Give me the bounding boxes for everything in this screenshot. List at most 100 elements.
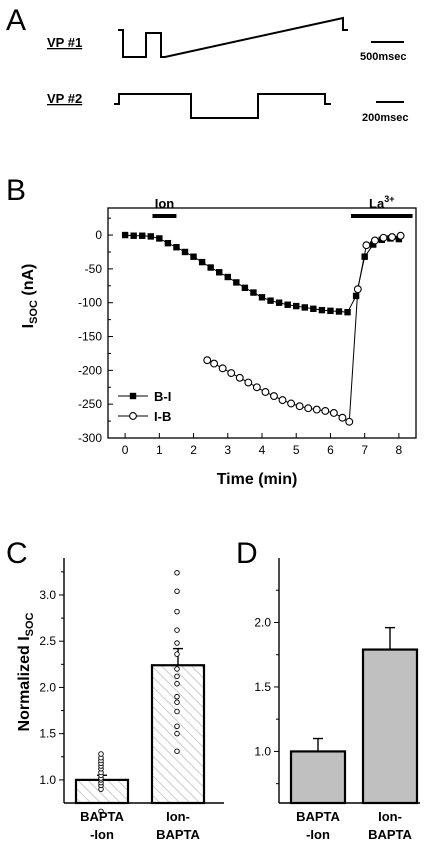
panel-b-point-B-I [139, 232, 146, 239]
panel-b-point-I-B [321, 406, 330, 415]
panel-b-y-tick-label: -50 [85, 262, 103, 276]
panel-c-data-point [98, 751, 104, 757]
panel-b-point-B-I [327, 307, 334, 315]
panel-b-x-tick-label: 2 [190, 443, 197, 457]
panel-c-data-point [174, 651, 180, 657]
panel-c-y-tick-label: 3.0 [39, 588, 56, 602]
panel-b-point-B-I [216, 269, 223, 276]
panel-c-data-point [174, 570, 180, 576]
vp1-scale-label: 500msec [360, 51, 407, 63]
panel-b-x-tick-label: 4 [259, 443, 266, 457]
panel-b-legend-label: B-I [154, 389, 171, 404]
panel-b-x-tick-label: 0 [122, 443, 129, 457]
panel-b-point-I-B [218, 364, 227, 373]
panel-c-data-point [174, 730, 180, 737]
panel-b-point-I-B [379, 233, 388, 242]
panel-b-y-axis-title: ISOC (nA) [20, 264, 40, 329]
panel-b-point-I-B [287, 399, 296, 408]
panel-b-point-B-I [258, 294, 266, 301]
panel-d-category-label: BAPTA [296, 809, 340, 824]
vp1-label: VP #1 [47, 35, 82, 50]
panel-b-point-I-B [261, 388, 270, 396]
panel-b-series-line-I-B [207, 235, 401, 423]
panel-b-series-line-B-I [125, 234, 399, 313]
panel-b: 0 1 2 3 4 5 6 7 8 0 -50 -100 -150 -200 -250 -300 Ion La3… [20, 194, 417, 488]
panel-c-category-label: BAPTA [80, 809, 124, 824]
panel-b-point-I-B [270, 392, 278, 401]
panel-b-point-B-I [241, 284, 249, 292]
panel-b-point-I-B [203, 356, 212, 365]
panel-b-point-I-B [362, 241, 371, 250]
panel-b-legend-label: I-B [154, 409, 171, 424]
panel-c-category-label: -Ion [90, 827, 114, 842]
panel-b-point-B-I [156, 235, 163, 242]
panel-b-point-B-I [250, 289, 257, 296]
panel-d-y-tick-label: 1.5 [254, 680, 271, 694]
panel-b-point-B-I [181, 248, 189, 256]
panel-a: VP #1 500msec VP #2 200msec [47, 16, 409, 124]
panel-b-treatment-label: Ion [155, 196, 175, 211]
panel-b-point-B-I [267, 297, 274, 304]
panel-c-category-label: BAPTA [156, 827, 200, 842]
panel-b-x-tick-label: 5 [293, 443, 300, 457]
panel-b-point-I-B [295, 402, 304, 411]
panel-b-point-I-B [227, 369, 236, 378]
panel-b-x-tick-label: 1 [156, 443, 163, 457]
panel-b-point-B-I [344, 308, 351, 316]
panel-b-point-I-B [345, 417, 354, 426]
panel-b-point-I-B [304, 404, 313, 413]
panel-c-data-point [174, 640, 180, 646]
panel-b-point-B-I [370, 241, 377, 248]
panel-b-point-I-B [235, 373, 244, 382]
panel-c-data-point [174, 693, 180, 700]
panel-b-point-B-I [293, 302, 300, 310]
panel-letter-c: C [6, 537, 28, 570]
panel-b-point-B-I [301, 304, 308, 311]
panel-b-x-axis-title: Time (min) [217, 471, 298, 488]
panel-b-y-tick-label: -200 [78, 363, 102, 377]
panel-b-point-B-I [164, 239, 172, 247]
panel-b-point-I-B [353, 285, 362, 294]
panel-c-data-point [174, 699, 180, 705]
panel-b-y-tick-label: -150 [78, 330, 102, 344]
panel-c-y-tick-label: 1.5 [39, 727, 56, 741]
panel-c-data-point [174, 627, 180, 633]
panel-letter-b: B [6, 174, 26, 207]
panel-letter-d: D [236, 537, 258, 570]
panel-d-bar [289, 750, 347, 805]
panel-b-point-B-I [233, 279, 240, 286]
panel-b-point-I-B [252, 383, 261, 392]
panel-b-point-B-I [318, 306, 326, 314]
panel-d-category-label: -Ion [306, 827, 330, 842]
panel-c-category-label: Ion- [166, 809, 190, 824]
panel-b-legend-marker [129, 412, 137, 420]
panel-b-x-tick-label: 8 [396, 443, 403, 457]
panel-b-point-B-I [352, 292, 360, 300]
panel-c-data-point [98, 808, 104, 815]
panel-letter-a: A [6, 4, 26, 37]
panel-d-y-tick-label: 2.0 [254, 615, 271, 629]
panel-d: 1.0 1.5 2.0 BAPTA -Ion Ion- BAPTA [254, 558, 420, 842]
vp2-trace [114, 93, 331, 119]
panel-b-point-I-B [396, 231, 405, 240]
panel-b-point-B-I [147, 233, 154, 240]
panel-d-y-tick-label: 1.0 [254, 744, 271, 758]
panel-b-point-I-B [244, 378, 253, 387]
panel-b-y-tick-label: -250 [78, 397, 102, 411]
vp2-scale-label: 200msec [362, 112, 409, 124]
panel-c: 1.0 1.5 2.0 2.5 3.0 BAPTA -Ion Ion- BAPTA Normal… [16, 558, 224, 842]
panel-b-treatment-label: La3+ [369, 194, 394, 211]
panel-b-x-tick-label: 6 [327, 443, 334, 457]
panel-b-point-I-B [329, 409, 338, 417]
panel-b-point-B-I [310, 305, 317, 312]
panel-b-point-I-B [388, 233, 396, 242]
panel-c-data-point [174, 608, 180, 615]
panel-b-point-I-B [338, 413, 347, 422]
panel-b-point-I-B [312, 405, 321, 414]
panel-c-data-point [174, 588, 180, 595]
panel-d-bar [361, 648, 419, 805]
panel-c-y-tick-label: 2.5 [39, 634, 56, 648]
panel-b-point-I-B [210, 359, 219, 368]
panel-b-point-B-I [173, 244, 180, 251]
